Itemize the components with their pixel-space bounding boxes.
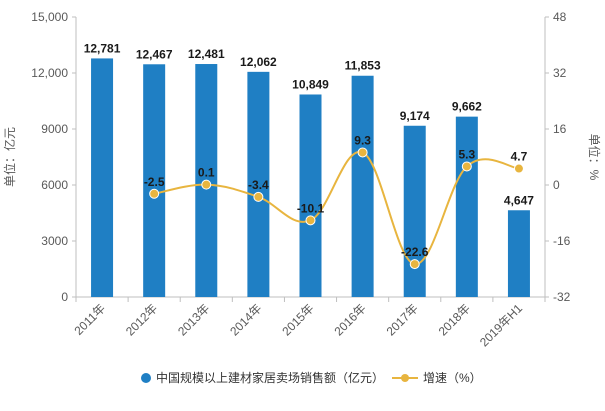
y-left-tick-label: 9000 (41, 122, 68, 136)
bar-value-label: 12,481 (188, 47, 225, 61)
data-labels: 12,781 12,467 12,481 12,062 10,849 11,853 9,17… (84, 41, 535, 259)
line-value-label: 0.1 (198, 166, 215, 180)
line-value-label: 9.3 (354, 133, 371, 147)
line-value-label: 5.3 (458, 147, 475, 161)
y-left-tick-label: 0 (61, 290, 68, 304)
legend-bar-marker (141, 373, 151, 383)
line-point (253, 191, 264, 202)
y-axis-left-title: 单位：亿元 (2, 127, 17, 187)
bar (403, 125, 426, 297)
line-point (201, 179, 212, 190)
bar-value-label: 10,849 (292, 77, 329, 91)
x-tick-label: 2012年 (123, 301, 160, 338)
line-point (305, 215, 316, 226)
x-tick-label: 2017年 (384, 301, 421, 338)
legend-line-marker (401, 374, 409, 382)
bar-value-label: 4,647 (504, 193, 534, 207)
y-left-tick-label: 3000 (41, 234, 68, 248)
line-value-label: -2.5 (144, 175, 165, 189)
bar (299, 94, 322, 297)
bar-value-label: 12,781 (84, 41, 121, 55)
line-point (357, 147, 368, 158)
bar (91, 58, 114, 298)
line-value-label: -10.1 (297, 201, 325, 215)
x-tick-label: 2018年 (436, 301, 473, 338)
bar-value-label: 12,467 (136, 47, 173, 61)
y-right-tick-label: 0 (553, 178, 560, 192)
x-tick-label: 2014年 (227, 301, 264, 338)
line-value-label: -3.4 (248, 178, 269, 192)
bar (247, 71, 270, 297)
x-tick-label: 2015年 (279, 301, 316, 338)
y-right-tick-label: 32 (553, 66, 567, 80)
legend-bar-label: 中国规模以上建材家居卖场销售额（亿元） (156, 370, 384, 385)
bar-value-label: 9,662 (452, 100, 482, 114)
x-tick-label: 2019年H1 (477, 301, 525, 349)
line-series (149, 147, 524, 270)
bar-value-label: 11,853 (345, 59, 381, 73)
y-right-tick-label: -32 (553, 290, 571, 304)
bar-value-label: 9,174 (400, 109, 430, 123)
bar (143, 64, 166, 297)
legend-line-label: 增速（%） (423, 371, 482, 385)
bar (455, 116, 478, 297)
y-right-tick-label: -16 (553, 234, 571, 248)
bar (507, 210, 530, 297)
bar-value-label: 12,062 (240, 55, 277, 69)
line-point (409, 259, 420, 270)
x-tick-label: 2013年 (175, 301, 212, 338)
y-right-tick-label: 48 (553, 10, 567, 24)
line-point (461, 161, 472, 172)
x-tick-label: 2011年 (72, 301, 109, 338)
line-point (513, 163, 524, 174)
bar-series (91, 58, 530, 298)
y-left-tick-label: 6000 (41, 178, 68, 192)
y-left-tick-label: 12,000 (31, 66, 68, 80)
chart-legend: 中国规模以上建材家居卖场销售额（亿元） 增速（%） (141, 370, 482, 385)
line-value-label: 4.7 (511, 150, 528, 164)
x-tick-label: 2016年 (331, 301, 368, 338)
growth-line (153, 151, 520, 266)
y-right-tick-label: 16 (553, 122, 567, 136)
y-left-tick-label: 15,000 (31, 10, 68, 24)
y-axis-right-title: 单位：% (587, 134, 602, 181)
line-point (149, 188, 160, 199)
line-value-label: -22.6 (401, 245, 429, 259)
bar (351, 75, 374, 297)
